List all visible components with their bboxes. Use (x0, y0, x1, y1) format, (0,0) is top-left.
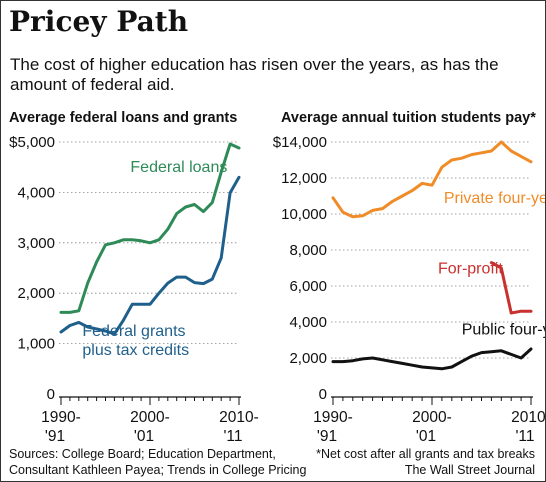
x-tick-label: 2000- (412, 409, 452, 426)
y-tick-label: 10,000 (281, 206, 327, 223)
series-label: Private four-year (444, 190, 545, 207)
chart-title-loans-grants: Average federal loans and grants (9, 110, 237, 126)
credit-text: The Wall Street Journal (404, 463, 535, 477)
chart-panel-tuition: Average annual tuition students pay* 0 2,0… (273, 110, 545, 445)
series-label: Public four-year (462, 322, 545, 339)
footnote-credit: *Net cost after all grants and tax break… (275, 446, 535, 478)
y-tick-label: $14,000 (273, 134, 327, 151)
x-tick-label: '91 (317, 428, 337, 445)
series-label: For-profit (438, 260, 503, 277)
series-line-federal-loans (59, 142, 241, 314)
y-tick-label: 1,000 (17, 336, 55, 353)
x-tick-label: 2010- (219, 409, 259, 426)
x-tick-label: '91 (45, 428, 65, 445)
x-tick-label: '01 (416, 428, 436, 445)
y-tick-label: 12,000 (281, 170, 327, 187)
chart-panel-loans-grants: Average federal loans and grants 0 1,000 2,… (9, 110, 259, 445)
y-tick-label: 0 (319, 386, 327, 403)
series-line-federal-grants-plus-tax-credits (59, 175, 241, 336)
x-tick-label: '11 (223, 428, 242, 445)
y-tick-label: 8,000 (289, 242, 327, 259)
y-tick-label: 6,000 (289, 278, 327, 295)
series-line-public-four-year (331, 347, 533, 371)
charts-area: Average federal loans and grants 0 1,000 2,… (9, 110, 545, 445)
y-tick-label: 2,000 (289, 350, 327, 367)
x-tick-label: 1990- (41, 409, 81, 426)
y-tick-label: 4,000 (17, 184, 55, 201)
x-tick-label: '11 (515, 428, 534, 445)
chart-title-tuition: Average annual tuition students pay* (281, 110, 536, 126)
x-tick-label: 1990- (313, 409, 353, 426)
series-line-for-profit (489, 261, 533, 315)
series-label: Federal loans (130, 159, 227, 176)
series-label: Federal grants (82, 323, 185, 340)
series-line-private-four-year (331, 140, 533, 219)
page-title: Pricey Path (9, 5, 189, 38)
x-tick-label: 2010- (511, 409, 545, 426)
y-tick-label: 0 (47, 386, 55, 403)
page-subtitle: The cost of higher education has risen o… (10, 55, 499, 94)
series-label: plus tax credits (82, 342, 189, 359)
y-tick-label: 4,000 (289, 314, 327, 331)
y-tick-label: $5,000 (9, 134, 55, 151)
y-tick-label: 2,000 (17, 285, 55, 302)
footnote-text: *Net cost after all grants and tax break… (316, 447, 535, 461)
x-tick-label: '01 (134, 428, 154, 445)
y-tick-label: 3,000 (17, 235, 55, 252)
x-tick-label: 2000- (130, 409, 170, 426)
sources-text: Sources: College Board; Education Depart… (9, 447, 307, 477)
